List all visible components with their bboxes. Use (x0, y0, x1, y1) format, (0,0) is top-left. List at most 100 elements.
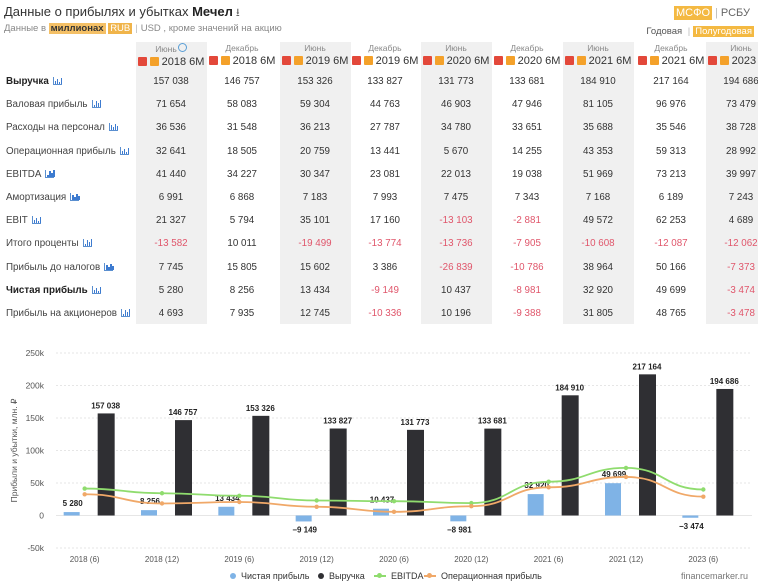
table-cell: 15 805 (227, 261, 257, 273)
legend-ebitda[interactable]: EBITDA (374, 571, 424, 581)
ebitda-point (391, 498, 397, 504)
table-cell: 49 699 (656, 284, 686, 296)
pdf-report-icon[interactable] (493, 56, 503, 65)
x-tick-label: 2019 (12) (300, 555, 335, 564)
column-month: Декабрь (368, 43, 402, 53)
legend-net-profit[interactable]: Чистая прибыль (230, 571, 309, 581)
column-band (136, 42, 207, 324)
legend-label: Операционная прибыль (441, 571, 542, 581)
table-cell: 4 689 (728, 215, 754, 227)
operating-profit-point (314, 504, 319, 509)
pdf-report-icon[interactable] (137, 57, 147, 66)
pdf-report-icon[interactable] (707, 56, 717, 65)
legend-marker (230, 573, 236, 579)
table-cell: 59 304 (300, 99, 330, 111)
presentation-icon[interactable] (363, 56, 373, 65)
page-title: Данные о прибылях и убытках Мечел ⭳ (4, 4, 240, 23)
row-label-text: Амортизация (6, 192, 67, 203)
pdf-report-icon[interactable] (564, 56, 574, 65)
row-label-text: Расходы на персонал (6, 122, 105, 134)
standard-msfo-toggle[interactable]: МСФО (673, 6, 713, 20)
company-name: Мечел (192, 4, 233, 19)
separator: | (715, 7, 718, 19)
revenue-bar (252, 415, 270, 516)
table-cell: 23 081 (370, 168, 400, 180)
bar-chart-icon[interactable] (91, 100, 102, 109)
table-cell: -7 905 (513, 238, 541, 250)
period-semiannual-toggle[interactable]: Полугодовая (693, 26, 754, 37)
column-header: Декабрь 2018 6M (207, 43, 277, 67)
table-cell: 10 196 (441, 308, 471, 319)
period-label: 2021 6M (588, 55, 632, 67)
bar-chart-icon[interactable] (82, 239, 92, 248)
bar-chart-icon[interactable] (91, 285, 102, 294)
period-label: 2019 6M (305, 55, 349, 67)
unit-millions-toggle[interactable]: миллионах (48, 23, 106, 34)
column-header: Июнь 2021 6M (563, 43, 633, 67)
revenue-bar (175, 420, 192, 516)
bar-chart-icon[interactable] (108, 123, 119, 132)
presentation-icon[interactable] (719, 56, 729, 65)
pdf-report-icon[interactable] (281, 56, 291, 65)
bar-chart-icon[interactable] (104, 262, 114, 271)
operating-profit-point (701, 494, 706, 499)
net-profit-label: −9 149 (292, 525, 317, 534)
pdf-report-icon[interactable] (208, 56, 218, 65)
table-cell: -10 786 (510, 261, 544, 273)
bar-chart-icon[interactable] (120, 309, 131, 317)
presentation-icon[interactable] (649, 56, 659, 65)
y-tick-label: 0 (39, 511, 44, 521)
download-icon[interactable]: ⭳ (235, 7, 240, 19)
column-band (706, 42, 758, 324)
bar-chart-icon[interactable] (31, 216, 42, 225)
info-icon[interactable] (177, 43, 187, 52)
table-cell: 58 083 (227, 99, 257, 111)
net-profit-label: 5 280 (63, 499, 84, 508)
presentation-icon[interactable] (149, 57, 159, 66)
pdf-report-icon[interactable] (351, 56, 361, 65)
column-month: Июнь (155, 44, 177, 54)
pdf-report-icon[interactable] (637, 56, 647, 65)
currency-usd-toggle[interactable]: USD (140, 23, 161, 34)
row-label: Прибыль до налогов (6, 262, 114, 273)
table-cell: 133 827 (367, 76, 403, 87)
y-tick-label: -50k (27, 543, 44, 553)
presentation-icon[interactable] (220, 56, 230, 65)
table-cell: 35 101 (300, 215, 330, 227)
legend-operating-profit[interactable]: Операционная прибыль (424, 571, 542, 581)
net-profit-label: 8 256 (140, 497, 161, 506)
presentation-icon[interactable] (576, 56, 586, 65)
table-cell: 36 536 (156, 122, 186, 134)
bar-chart-icon[interactable] (119, 146, 130, 155)
column-band (421, 42, 492, 324)
presentation-icon[interactable] (434, 56, 444, 65)
currency-rub-toggle[interactable]: RUB (108, 23, 133, 34)
presentation-icon[interactable] (293, 56, 303, 65)
row-label: EBIT (6, 215, 42, 226)
period-annual-toggle[interactable]: Годовая (646, 26, 683, 37)
table-cell: 32 920 (583, 284, 613, 296)
revenue-label: 217 164 (633, 362, 662, 371)
period-label: 2021 6M (661, 55, 705, 67)
standard-rsbu-toggle[interactable]: РСБУ (720, 7, 750, 19)
table-cell: 7 475 (443, 192, 469, 203)
presentation-icon[interactable] (505, 56, 515, 65)
revenue-bar (484, 428, 502, 516)
table-cell: 19 038 (512, 168, 542, 180)
table-cell: -2 881 (513, 215, 541, 227)
revenue-bar (561, 395, 579, 516)
separator: | (687, 26, 691, 37)
table-cell: -3 474 (727, 284, 755, 296)
revenue-label: 146 757 (169, 408, 198, 417)
bar-chart-icon[interactable] (52, 77, 63, 85)
bar-chart-icon[interactable] (45, 169, 55, 178)
table-cell: 10 437 (441, 284, 471, 296)
table-cell: 35 688 (583, 122, 613, 134)
y-tick-label: 150k (26, 413, 45, 423)
bar-chart-icon[interactable] (70, 193, 80, 201)
net-profit-bar (63, 512, 80, 516)
table-cell: 50 166 (656, 261, 686, 273)
pdf-report-icon[interactable] (422, 56, 432, 65)
legend-revenue[interactable]: Выручка (318, 571, 365, 581)
net-profit-label: −3 474 (679, 522, 704, 531)
